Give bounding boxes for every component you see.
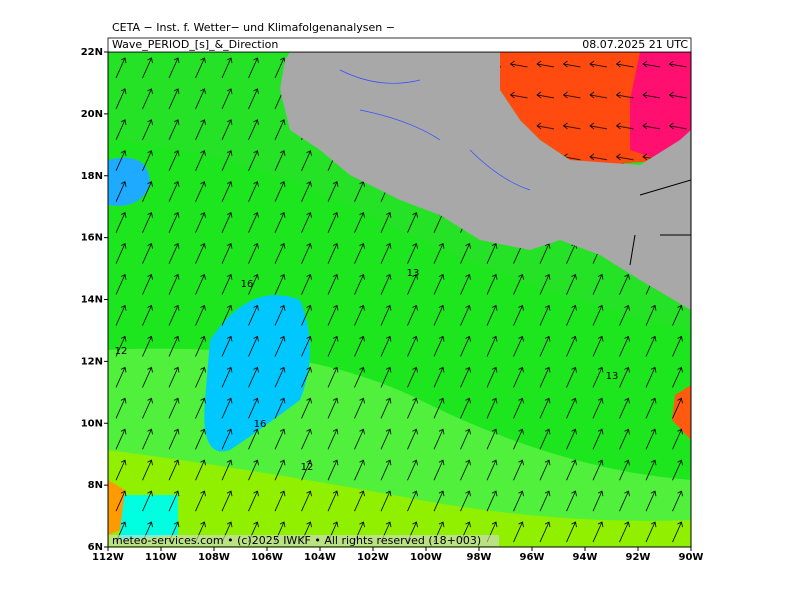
- credit: meteo-services.com • (c)2025 IWKF • All …: [112, 534, 481, 547]
- x-tick-label: 104W: [304, 552, 336, 563]
- y-tick-label: 8N: [88, 480, 103, 491]
- axes: 112W 110W 108W 106W 104W 102W 100W 98W 96W 94W 92W…: [81, 47, 704, 563]
- x-tick-label: 110W: [145, 552, 177, 563]
- y-tick-label: 16N: [81, 233, 103, 244]
- contour-label: 16: [254, 419, 267, 430]
- x-tick-label: 96W: [520, 552, 545, 563]
- x-tick-label: 112W: [92, 552, 124, 563]
- x-tick-label: 90W: [679, 552, 704, 563]
- x-tick-label: 98W: [467, 552, 492, 563]
- y-tick-label: 14N: [81, 295, 103, 306]
- x-tick-label: 94W: [573, 552, 598, 563]
- y-tick-label: 20N: [81, 109, 103, 120]
- contour-label: 13: [606, 371, 619, 382]
- x-tick-label: 92W: [626, 552, 651, 563]
- y-tick-label: 10N: [81, 418, 103, 429]
- map-field: [108, 52, 691, 547]
- y-tick-label: 22N: [81, 47, 103, 58]
- x-tick-label: 106W: [251, 552, 283, 563]
- y-tick-label: 6N: [88, 542, 103, 553]
- x-tick-label: 108W: [198, 552, 230, 563]
- institute: CETA − Inst. f. Wetter− und Klimafolgena…: [112, 21, 395, 34]
- x-tick-label: 102W: [357, 552, 389, 563]
- datetime: 08.07.2025 21 UTC: [582, 38, 688, 51]
- y-tick-label: 18N: [81, 171, 103, 182]
- contour-label: 13: [407, 268, 420, 279]
- contour-label: 12: [301, 462, 314, 473]
- x-tick-label: 100W: [410, 552, 442, 563]
- contour-label: 12: [115, 346, 128, 357]
- y-tick-label: 12N: [81, 356, 103, 367]
- title-bar: [107, 37, 692, 53]
- map-title: Wave_PERIOD_[s]_&_Direction: [112, 38, 278, 51]
- contour-label: 16: [241, 279, 254, 290]
- footer-bg: [109, 535, 499, 546]
